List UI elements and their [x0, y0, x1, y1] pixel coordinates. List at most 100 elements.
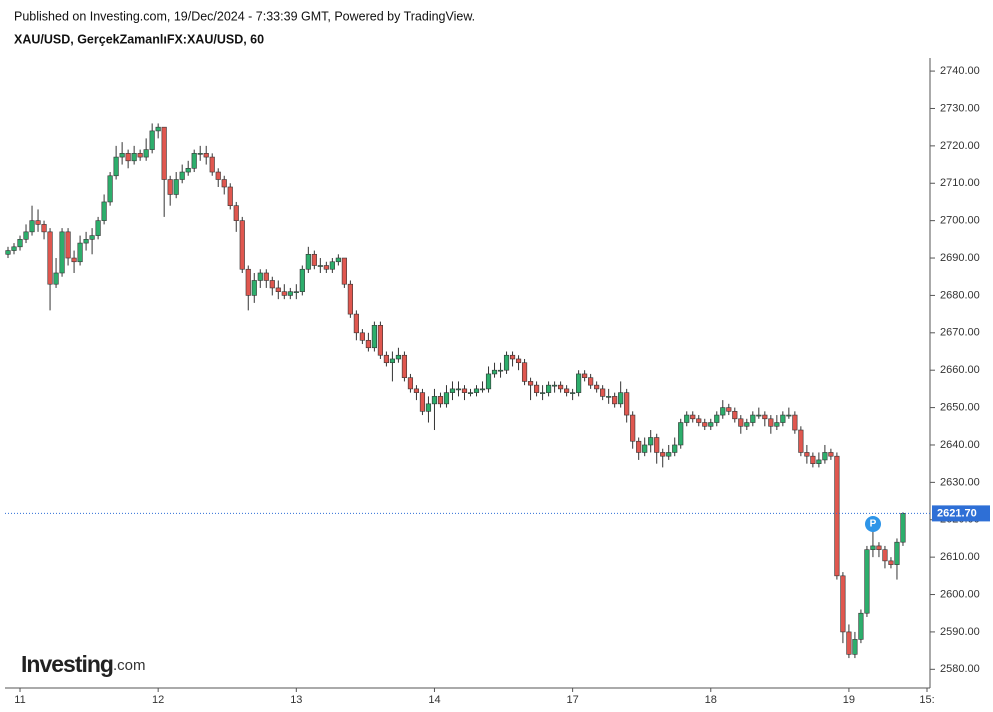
candle-body [539, 392, 546, 394]
candle-body [750, 414, 756, 423]
chart-title: XAU/USD, GerçekZamanlıFX:XAU/USD, 60 [14, 32, 264, 46]
candle-body [546, 384, 552, 393]
candle-body [702, 422, 708, 427]
candle-body [810, 455, 816, 464]
candle-body [101, 201, 107, 221]
candle-body [245, 268, 251, 296]
y-tick-label: 2610.00 [940, 551, 980, 563]
candle-body [479, 388, 486, 391]
candle-body [179, 171, 185, 180]
candle-body [23, 231, 29, 240]
candle-body [582, 373, 588, 378]
candle-body [846, 631, 852, 655]
candle-body [269, 280, 275, 289]
candle-body [858, 612, 864, 640]
candle-body [371, 325, 377, 349]
candle-body [894, 541, 900, 565]
candle-body [576, 373, 582, 393]
candle-body [594, 384, 600, 390]
candle-body [305, 253, 311, 270]
candle-body [137, 153, 143, 158]
candle-body [768, 418, 774, 427]
candle-body [443, 392, 450, 405]
candle-body [131, 153, 137, 162]
candle-body [696, 418, 702, 423]
last-price-label: 2621.70 [937, 507, 977, 519]
y-tick-label: 2600.00 [940, 588, 980, 600]
candle-body [221, 179, 227, 188]
candle-body [95, 220, 101, 236]
x-tick-label: 11 [14, 694, 25, 706]
candle-body [515, 358, 522, 364]
candle-body [359, 332, 365, 341]
logo: Investing.com [21, 651, 145, 677]
candle-body [149, 130, 155, 150]
candle-body [714, 414, 720, 423]
candle-body [185, 167, 191, 173]
candle-body [413, 388, 420, 393]
x-tick-label: 19 [843, 694, 855, 706]
candle-body [197, 153, 203, 155]
event-marker-label: P [870, 519, 877, 530]
candle-body [341, 257, 347, 285]
candle-body [275, 287, 281, 292]
candle-body [113, 156, 119, 177]
candle-body [678, 422, 684, 446]
event-marker: P [865, 516, 881, 532]
candle-body [588, 377, 594, 386]
candle-body [239, 220, 245, 270]
candle-body [299, 268, 305, 292]
candle-body [600, 388, 606, 397]
candle-body [377, 325, 383, 356]
header: Published on Investing.com, 19/Dec/2024 … [14, 9, 475, 23]
candle-body [5, 250, 11, 255]
candle-body [864, 549, 870, 614]
candle-body [203, 153, 209, 158]
candle-body [738, 418, 744, 427]
candle-body [251, 280, 257, 296]
candle-body [834, 455, 840, 577]
candle-body [876, 545, 882, 550]
candle-body [35, 220, 41, 225]
candle-body [311, 253, 317, 266]
x-tick-label: 12 [152, 694, 164, 706]
candle-body [666, 452, 672, 457]
candle-body [660, 452, 666, 457]
candle-body [774, 422, 780, 427]
candle-body [191, 153, 197, 169]
candle-body [654, 437, 660, 453]
candle-body [798, 429, 804, 453]
y-tick-label: 2650.00 [940, 401, 980, 413]
candle-body [558, 384, 564, 390]
candle-body [395, 354, 402, 360]
candle-body [143, 149, 149, 158]
candle-body [449, 388, 456, 393]
candle-body [257, 272, 263, 281]
candle-body [888, 560, 894, 565]
y-tick-label: 2630.00 [940, 476, 980, 488]
x-tick-label: 13 [290, 694, 302, 706]
candle-body [552, 384, 558, 387]
y-tick-label: 2640.00 [940, 439, 980, 451]
candle-body [455, 388, 462, 391]
candle-body [155, 126, 161, 132]
candle-body [491, 369, 498, 375]
candle-body [804, 452, 810, 457]
candle-body [419, 392, 426, 412]
candle-body [47, 231, 53, 285]
candle-body [281, 291, 287, 296]
candle-body [71, 257, 77, 263]
y-tick-label: 2670.00 [940, 327, 980, 339]
y-tick-label: 2720.00 [940, 140, 980, 152]
candle-body [233, 205, 239, 221]
candle-body [11, 246, 17, 251]
candle-body [293, 291, 299, 293]
candle-body [642, 444, 648, 453]
candle-body [672, 444, 678, 453]
candle-body [648, 437, 654, 446]
candle-body [227, 186, 233, 206]
candle-body [365, 339, 371, 349]
candle-body [29, 220, 35, 233]
candle-body [287, 291, 293, 296]
plot: 2580.002590.002600.002610.002620.002630.… [5, 65, 990, 706]
